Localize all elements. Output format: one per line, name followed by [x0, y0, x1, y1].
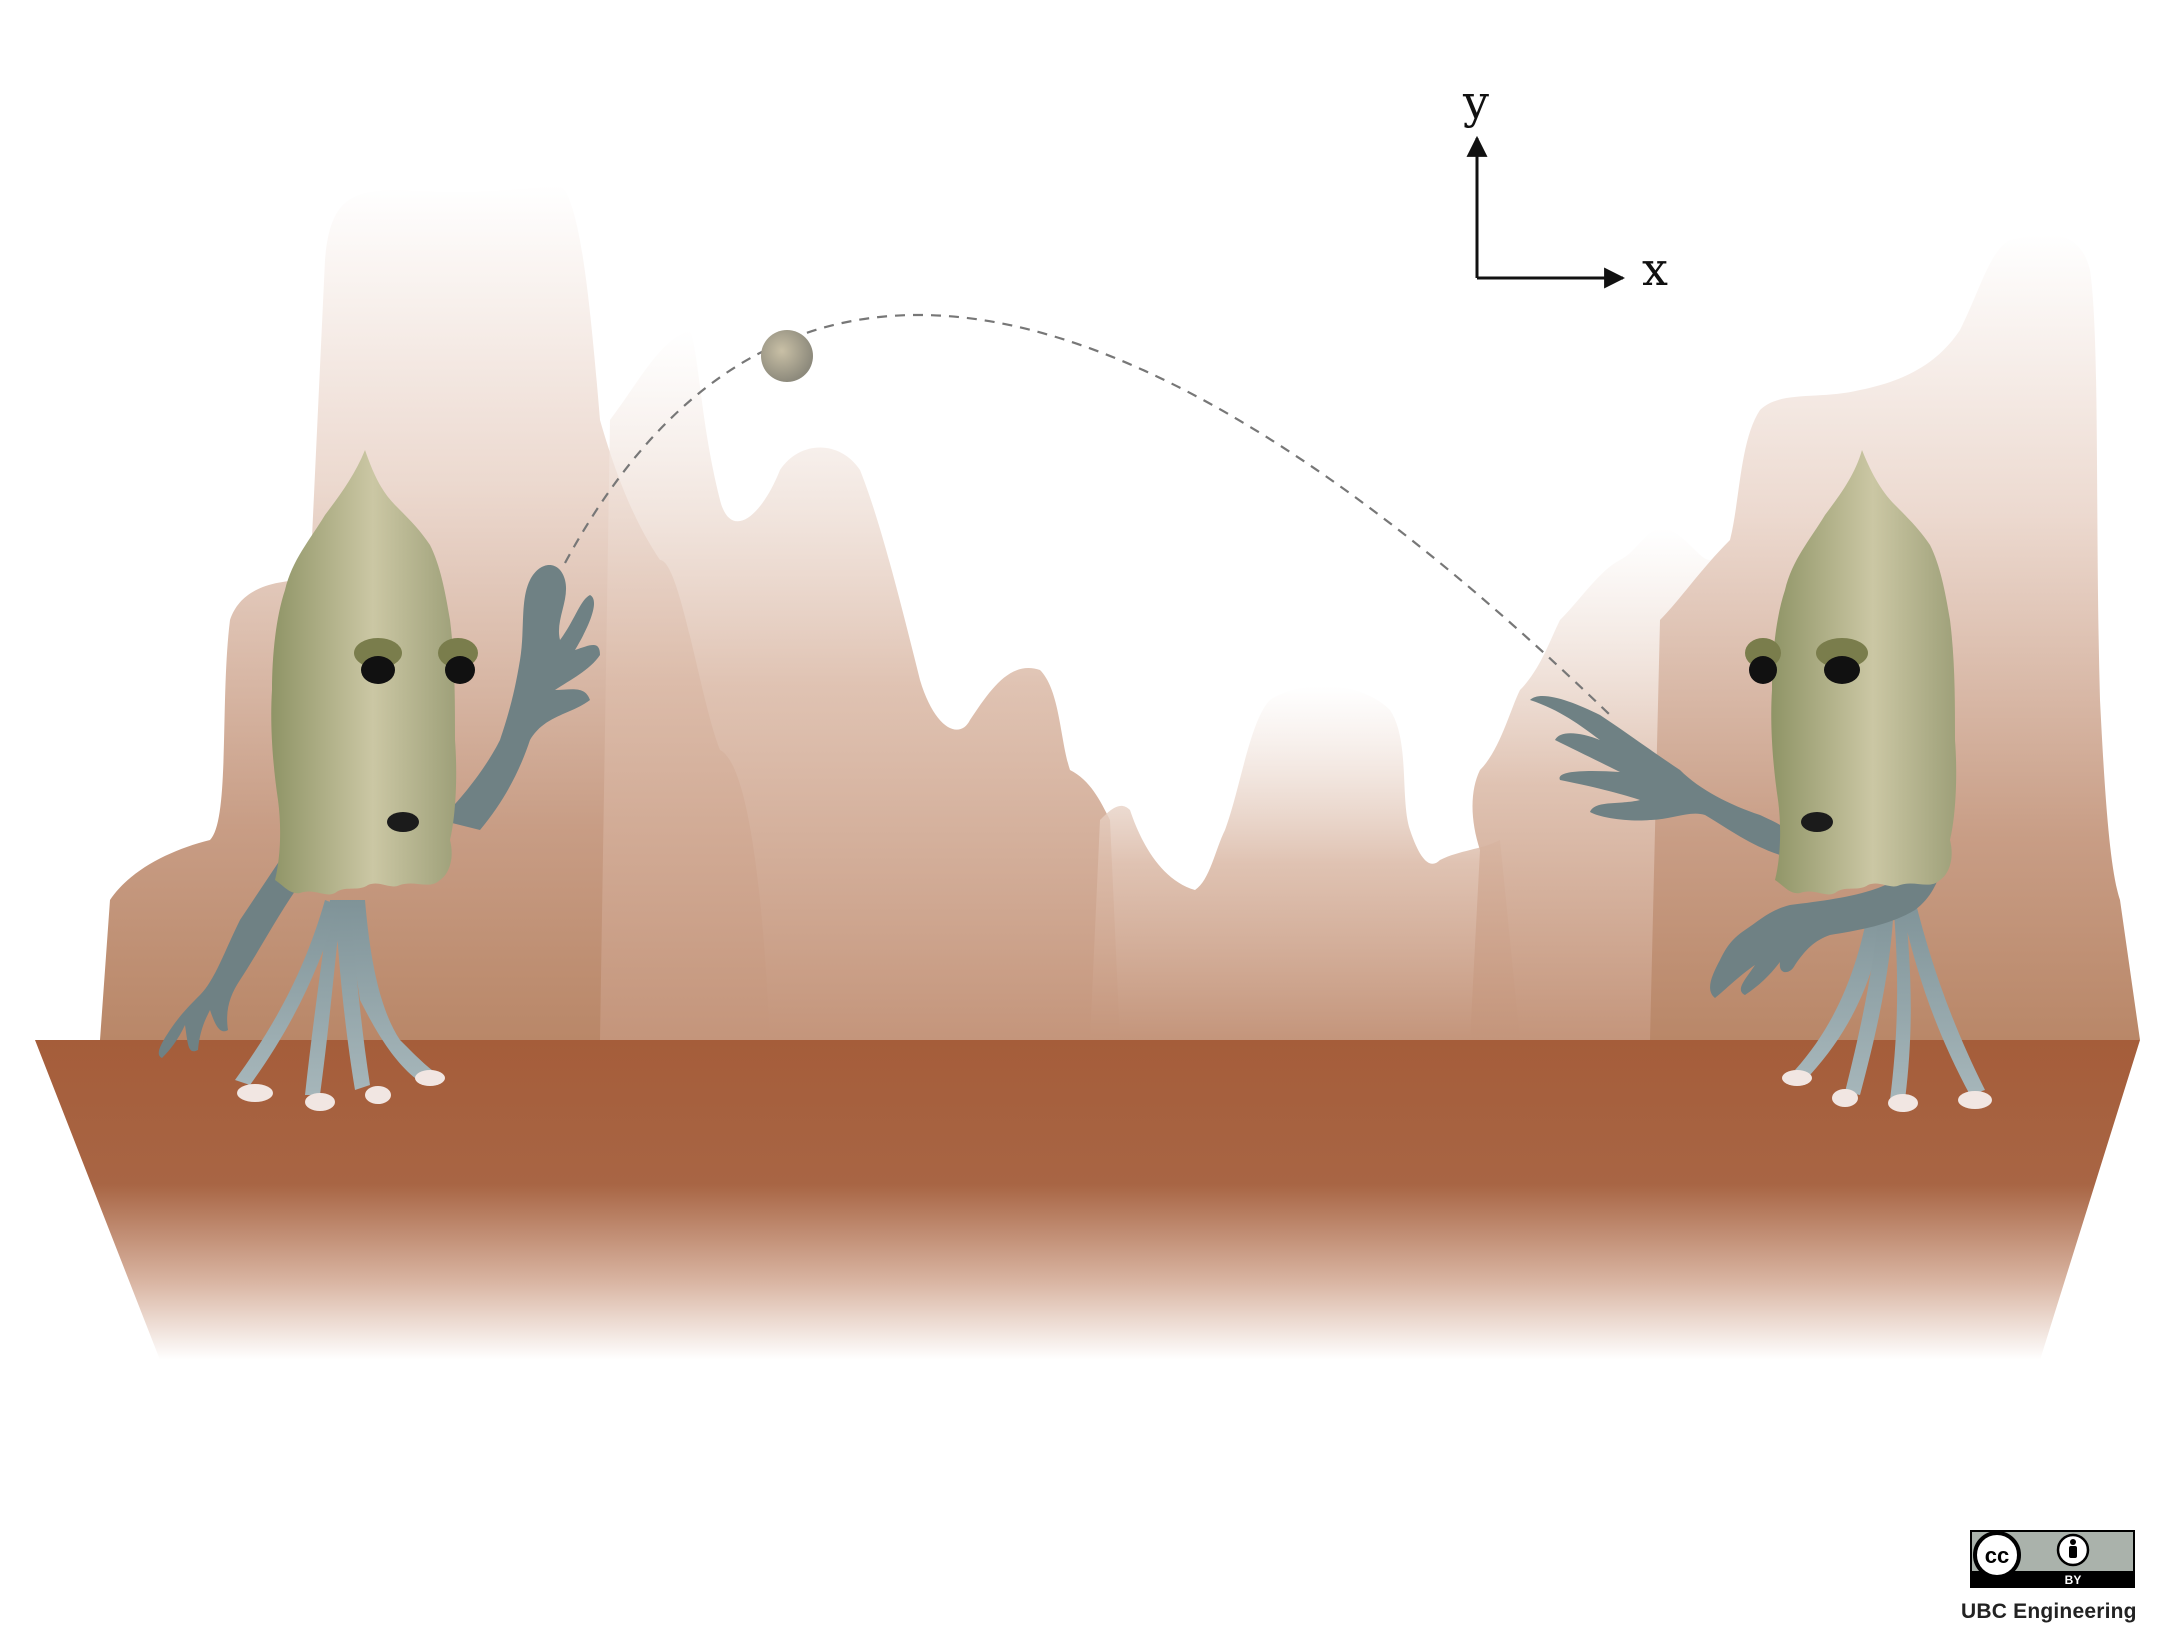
cliff-left-mid — [600, 330, 1120, 1040]
cc-by-license-badge: cc BY — [1970, 1530, 2135, 1588]
alien-lowered-arm — [158, 830, 310, 1058]
alien-mouth — [387, 812, 419, 832]
alien-head-right — [1771, 450, 1957, 895]
thrown-ball — [761, 330, 813, 382]
alien-eyes — [354, 638, 478, 684]
alien-legs — [235, 900, 440, 1095]
alien-catcher — [1530, 450, 1992, 1112]
creative-commons-icon: cc — [1973, 1531, 2021, 1579]
coordinate-axes: y x — [1462, 75, 1668, 296]
alien-feet-right — [1782, 1070, 1992, 1112]
alien-eyes-right — [1745, 638, 1868, 684]
credit-text: UBC Engineering — [1961, 1600, 2137, 1623]
alien-lowered-arm-right — [1710, 830, 1945, 998]
by-label: BY — [2065, 1573, 2082, 1587]
y-axis-label: y — [1462, 75, 1489, 129]
alien-raised-arm — [440, 565, 600, 830]
x-axis-label: x — [1642, 242, 1668, 296]
alien-reaching-arm — [1530, 695, 1790, 855]
attribution-person-icon — [2056, 1533, 2090, 1567]
trajectory-path — [564, 313, 1611, 716]
alien-legs-right — [1795, 900, 1985, 1100]
alien-thrower — [158, 450, 600, 1111]
alien-feet — [237, 1070, 445, 1111]
cliff-center — [1090, 686, 1520, 1040]
alien-mouth-right — [1801, 812, 1833, 832]
svg-text:cc: cc — [1985, 1543, 2009, 1568]
ground — [35, 1040, 2140, 1360]
